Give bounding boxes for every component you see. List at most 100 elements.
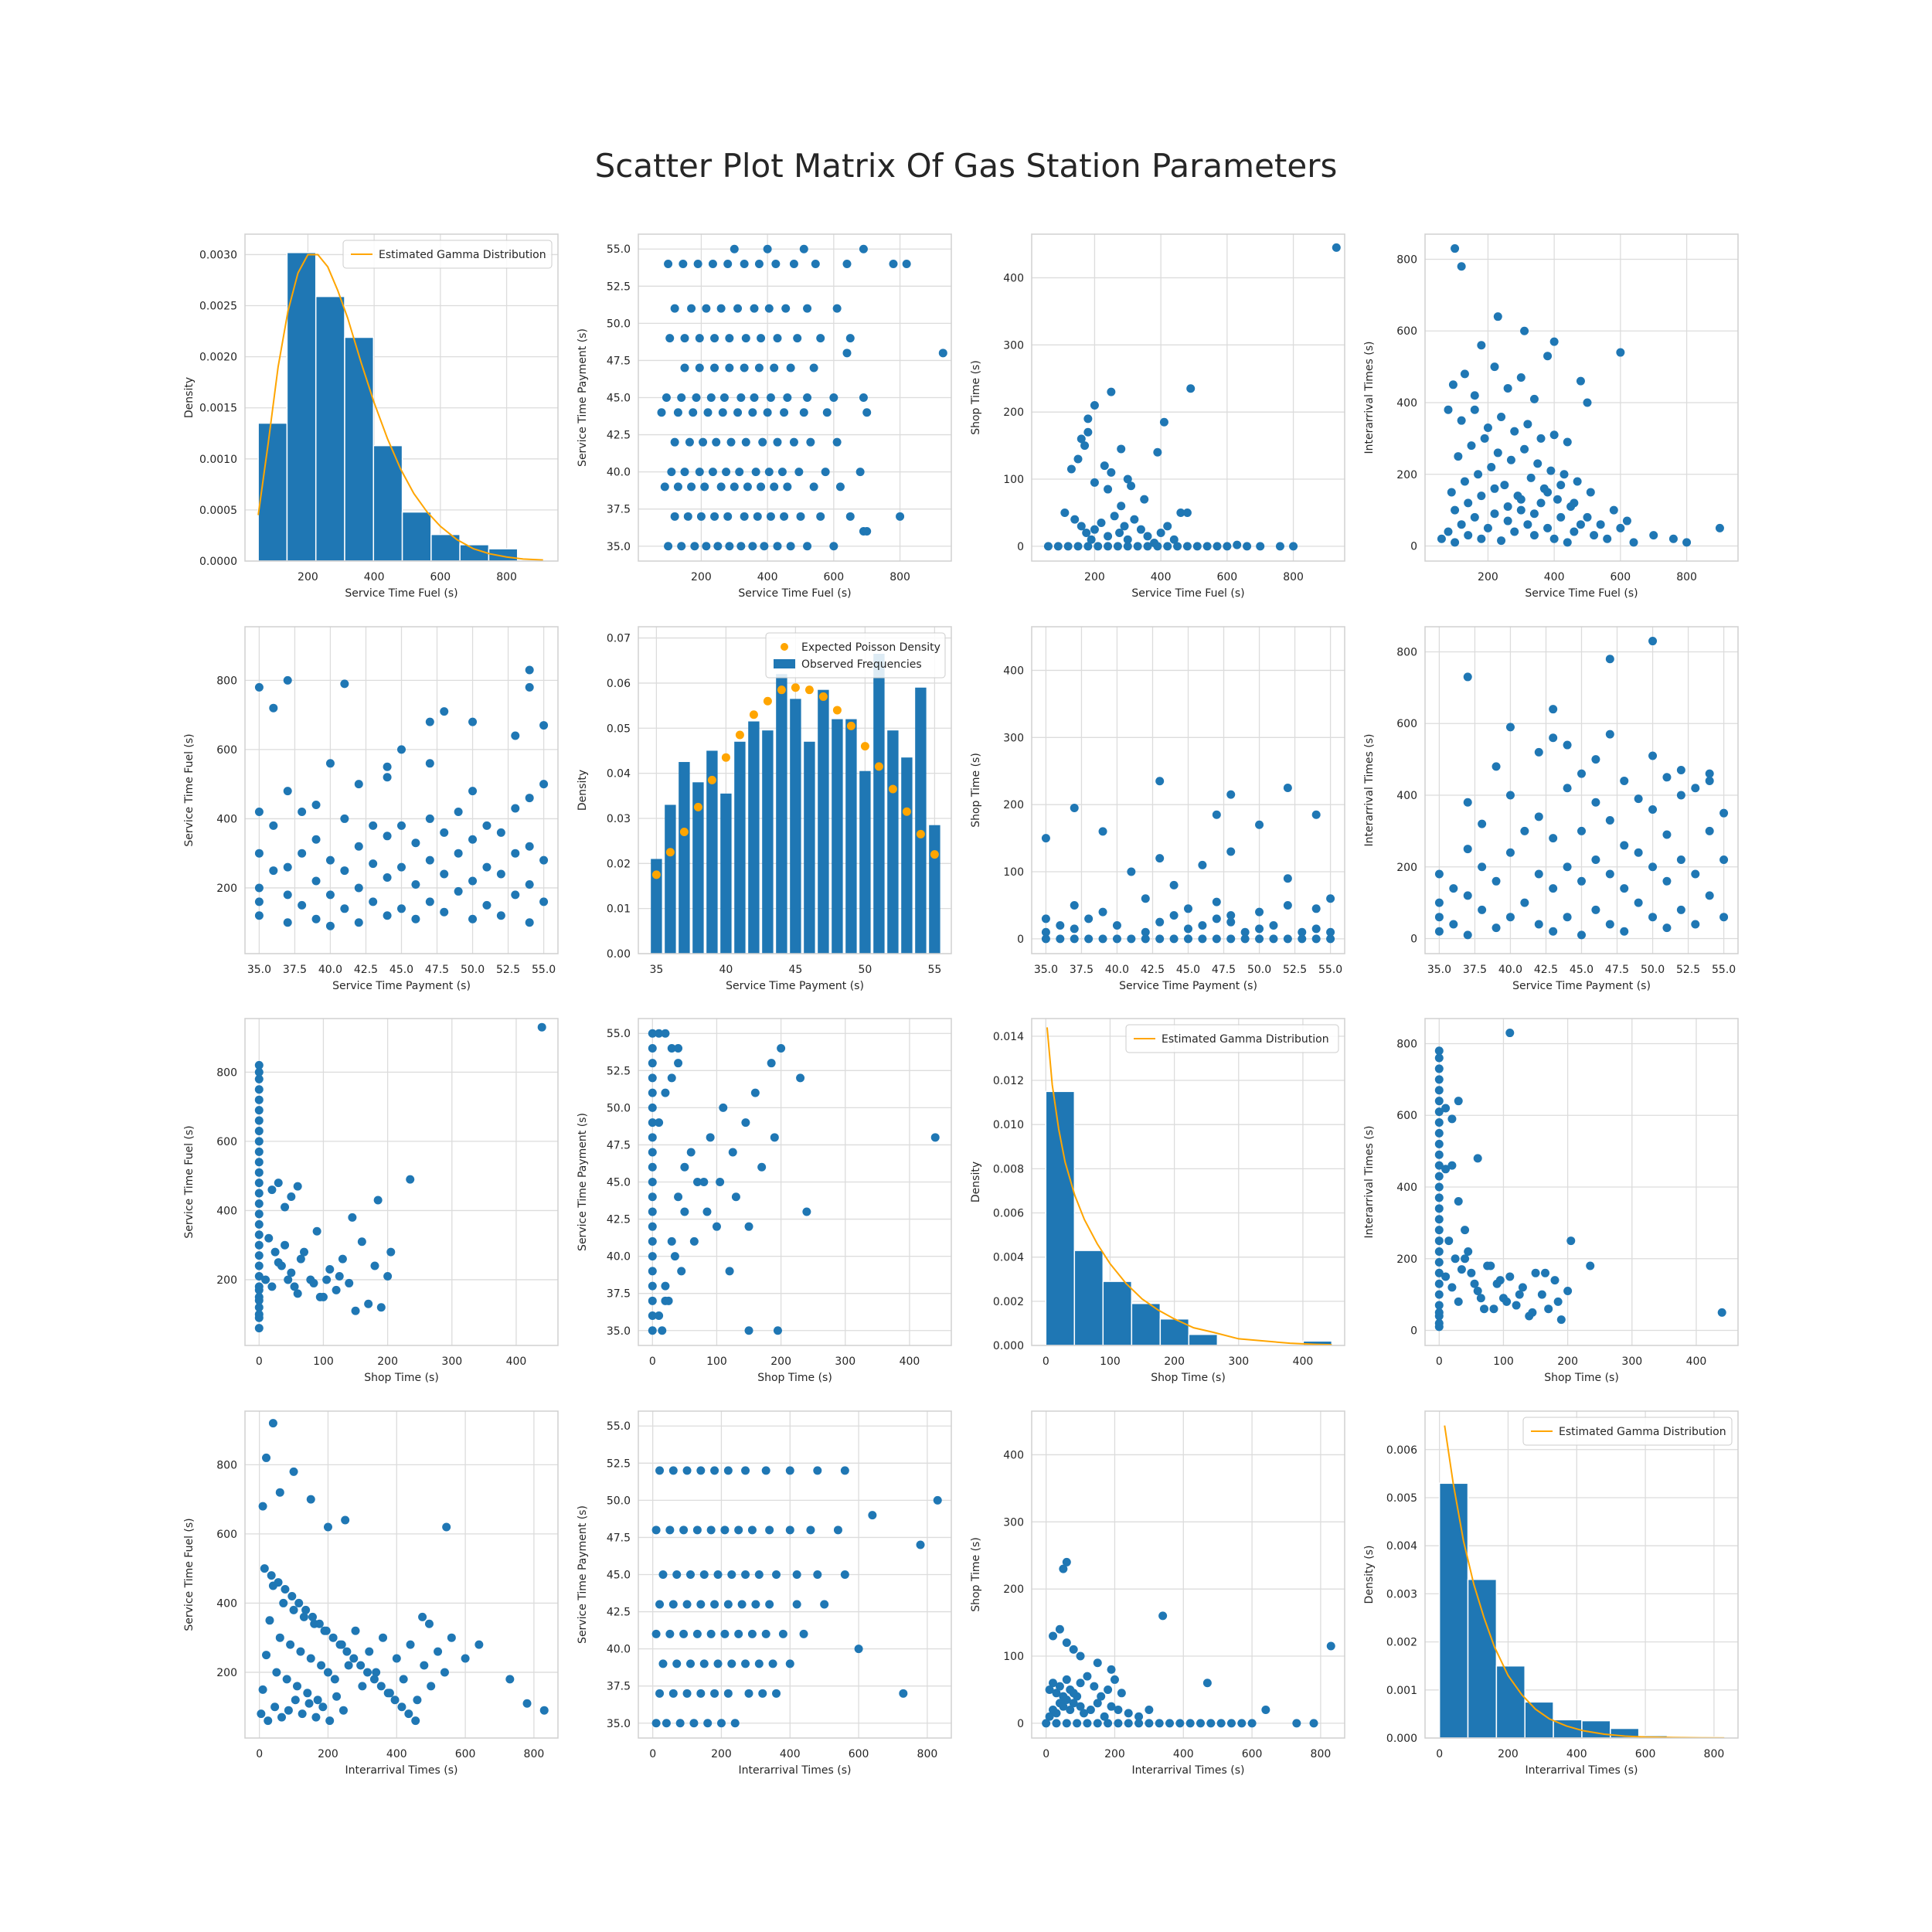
- scatter-point: [270, 1247, 280, 1257]
- scatter-point: [1097, 518, 1106, 527]
- x-tick-label: 600: [823, 571, 844, 583]
- scatter-point: [648, 1222, 657, 1231]
- plot-frame: [1424, 1018, 1739, 1346]
- scatter-point: [859, 393, 868, 402]
- scatter-point: [496, 869, 505, 879]
- legend: Estimated Gamma Distribution: [1125, 1024, 1339, 1053]
- x-tick-label: 600: [849, 1748, 869, 1760]
- y-tick-label: 42.5: [607, 1214, 631, 1226]
- scatter-point: [1041, 927, 1050, 937]
- scatter-point: [254, 1189, 264, 1198]
- subplot-r2-c3: 0 100 200 300 400 0 200 400 600 800 Shop Time (s) I…: [1363, 1018, 1739, 1384]
- scatter-point: [840, 1570, 849, 1579]
- scatter-point: [482, 900, 492, 910]
- scatter-point: [695, 468, 704, 477]
- x-tick-label: 42.5: [1534, 964, 1558, 976]
- scatter-point: [1198, 921, 1207, 930]
- scatter-point: [710, 1689, 719, 1698]
- scatter-point: [511, 890, 520, 900]
- x-tick-label: 100: [706, 1355, 727, 1368]
- plot-frame: [1031, 1410, 1345, 1739]
- y-tick-label: 0.012: [993, 1075, 1024, 1087]
- plot-area: [1434, 1029, 1726, 1332]
- scatter-point: [1056, 921, 1065, 930]
- y-tick-label: 200: [1396, 469, 1417, 481]
- scatter-point: [1198, 860, 1207, 869]
- scatter-point: [298, 900, 307, 910]
- scatter-point: [1444, 1236, 1454, 1246]
- x-tick-label: 400: [364, 571, 385, 583]
- scatter-point: [1616, 348, 1625, 357]
- scatter-point: [1080, 441, 1090, 451]
- y-tick-label: 0: [1017, 541, 1024, 553]
- scatter-point: [1052, 1689, 1061, 1698]
- x-tick-label: 200: [770, 1355, 791, 1368]
- scatter-point: [406, 1640, 415, 1649]
- scatter-point: [274, 1578, 283, 1587]
- scatter-point: [254, 1060, 264, 1070]
- scatter-point: [1648, 637, 1658, 646]
- scatter-point: [1184, 904, 1192, 913]
- scatter-point: [710, 363, 719, 372]
- scatter-point: [1112, 921, 1121, 930]
- scatter-point: [325, 1716, 335, 1726]
- scatter-point: [751, 468, 760, 477]
- x-tick-label: 200: [1164, 1355, 1185, 1368]
- y-tick-label: 0.006: [993, 1208, 1024, 1220]
- scatter-point: [311, 1713, 321, 1722]
- scatter-point: [744, 1326, 753, 1335]
- scatter-point: [730, 244, 739, 253]
- scatter-point: [1549, 733, 1558, 743]
- scatter-point: [683, 512, 692, 521]
- scatter-point: [1083, 427, 1093, 437]
- legend-label: Estimated Gamma Distribution: [1162, 1033, 1329, 1046]
- y-tick-label: 200: [1396, 862, 1417, 874]
- scatter-point: [1648, 862, 1658, 872]
- scatter-point: [1586, 488, 1595, 497]
- scatter-point: [254, 1126, 264, 1135]
- scatter-point: [254, 911, 264, 920]
- scatter-point: [1434, 869, 1444, 879]
- scatter-point: [679, 1526, 689, 1535]
- scatter-point: [287, 1268, 296, 1277]
- frequency-bar: [901, 757, 913, 954]
- scatter-point: [1283, 783, 1292, 792]
- scatter-point: [341, 1515, 350, 1525]
- scatter-point: [1549, 927, 1558, 936]
- scatter-point: [1090, 525, 1099, 534]
- scatter-point: [323, 1668, 332, 1677]
- scatter-point: [340, 679, 349, 689]
- scatter-point: [718, 408, 727, 417]
- scatter-point: [254, 1158, 264, 1167]
- scatter-point: [397, 862, 406, 872]
- scatter-point: [1059, 1564, 1068, 1573]
- scatter-point: [693, 259, 702, 268]
- x-tick-label: 40.0: [318, 964, 342, 976]
- scatter-point: [258, 1685, 267, 1694]
- scatter-point: [254, 1271, 264, 1281]
- legend-box: [765, 632, 946, 679]
- scatter-point: [442, 1522, 451, 1532]
- scatter-point: [261, 1275, 270, 1284]
- x-tick-label: 40: [719, 964, 733, 976]
- scatter-point: [690, 542, 699, 551]
- scatter-point: [840, 1466, 849, 1475]
- scatter-point: [1269, 921, 1278, 930]
- y-tick-label: 0.01: [607, 903, 631, 916]
- y-tick-label: 0.05: [607, 723, 631, 735]
- scatter-point: [420, 1661, 429, 1670]
- scatter-point: [1566, 1236, 1576, 1246]
- histogram-bar: [1045, 1090, 1076, 1345]
- y-tick-label: 52.5: [607, 1458, 631, 1470]
- frequency-bar: [706, 750, 718, 954]
- scatter-point: [1490, 484, 1499, 493]
- scatter-point: [687, 304, 696, 313]
- poisson-point: [818, 692, 828, 701]
- scatter-point: [1676, 905, 1685, 914]
- scatter-point: [1520, 444, 1529, 454]
- histogram-bar: [344, 336, 375, 561]
- scatter-point: [1073, 454, 1083, 464]
- scatter-point: [294, 1598, 304, 1607]
- subplot-r3-c1: 0 200 400 600 800 35.0 37.5 40.0 42.5 45.0 47.5 50.…: [577, 1410, 952, 1777]
- scatter-point: [674, 1192, 683, 1202]
